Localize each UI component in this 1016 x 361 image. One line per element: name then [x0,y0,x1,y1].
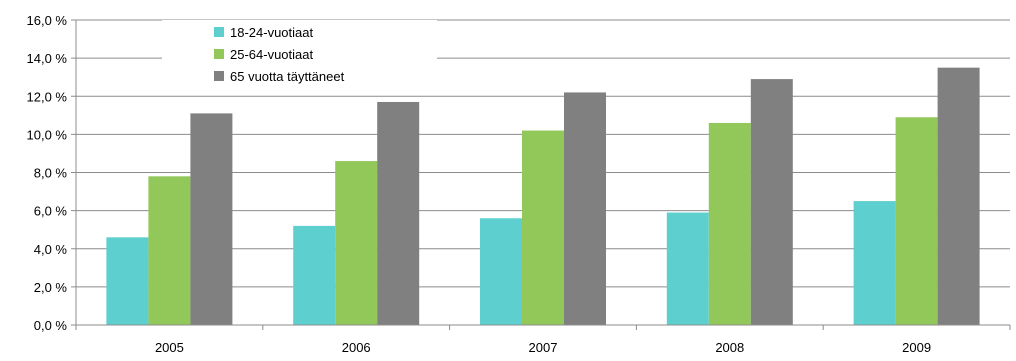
legend-label: 25-64-vuotiaat [230,47,313,62]
y-tick-label: 6,0 % [34,204,68,219]
bar-2009-series-0 [853,201,896,325]
x-tick-label: 2006 [342,340,371,355]
bar-2008-series-1 [708,122,751,325]
bar-2006-series-1 [335,161,378,325]
x-tick-label: 2008 [715,340,744,355]
bar-2006-series-0 [293,225,336,325]
legend-swatch [214,27,224,37]
y-tick-label: 2,0 % [34,280,68,295]
bar-2009-series-1 [895,117,938,325]
bar-2005-series-2 [190,113,233,325]
bar-2007-series-2 [564,92,606,325]
legend-swatch [214,71,224,81]
x-tick-label: 2005 [155,340,184,355]
bar-2009-series-2 [937,67,980,325]
bar-2005-series-0 [106,237,149,325]
x-tick-label: 2007 [529,340,558,355]
y-tick-label: 12,0 % [27,89,68,104]
y-tick-label: 14,0 % [27,51,68,66]
bar-2007-series-1 [522,130,564,325]
bar-2005-series-1 [148,176,191,325]
y-tick-label: 8,0 % [34,166,68,181]
legend: 18-24-vuotiaat 25-64-vuotiaat 65 vuotta tä… [162,20,437,90]
legend-label: 65 vuotta täyttäneet [230,69,345,84]
bars [106,67,980,325]
bar-2008-series-2 [750,79,793,325]
y-tick-label: 4,0 % [34,242,68,257]
legend-background [162,20,437,90]
bar-2006-series-2 [377,101,420,325]
bar-2007-series-0 [480,218,522,325]
legend-swatch [214,49,224,59]
bar-2008-series-0 [666,212,709,325]
x-axis: 2005 2006 2007 2008 2009 [75,324,1011,355]
x-tick-label: 2009 [902,340,931,355]
y-axis: 0,0 % 2,0 % 4,0 % 6,0 % 8,0 % 10,0 % 12,0 % 14,… [27,13,77,333]
y-tick-label: 16,0 % [27,13,68,28]
y-tick-label: 0,0 % [34,318,68,333]
y-tick-label: 10,0 % [27,127,68,142]
legend-label: 18-24-vuotiaat [230,25,313,40]
